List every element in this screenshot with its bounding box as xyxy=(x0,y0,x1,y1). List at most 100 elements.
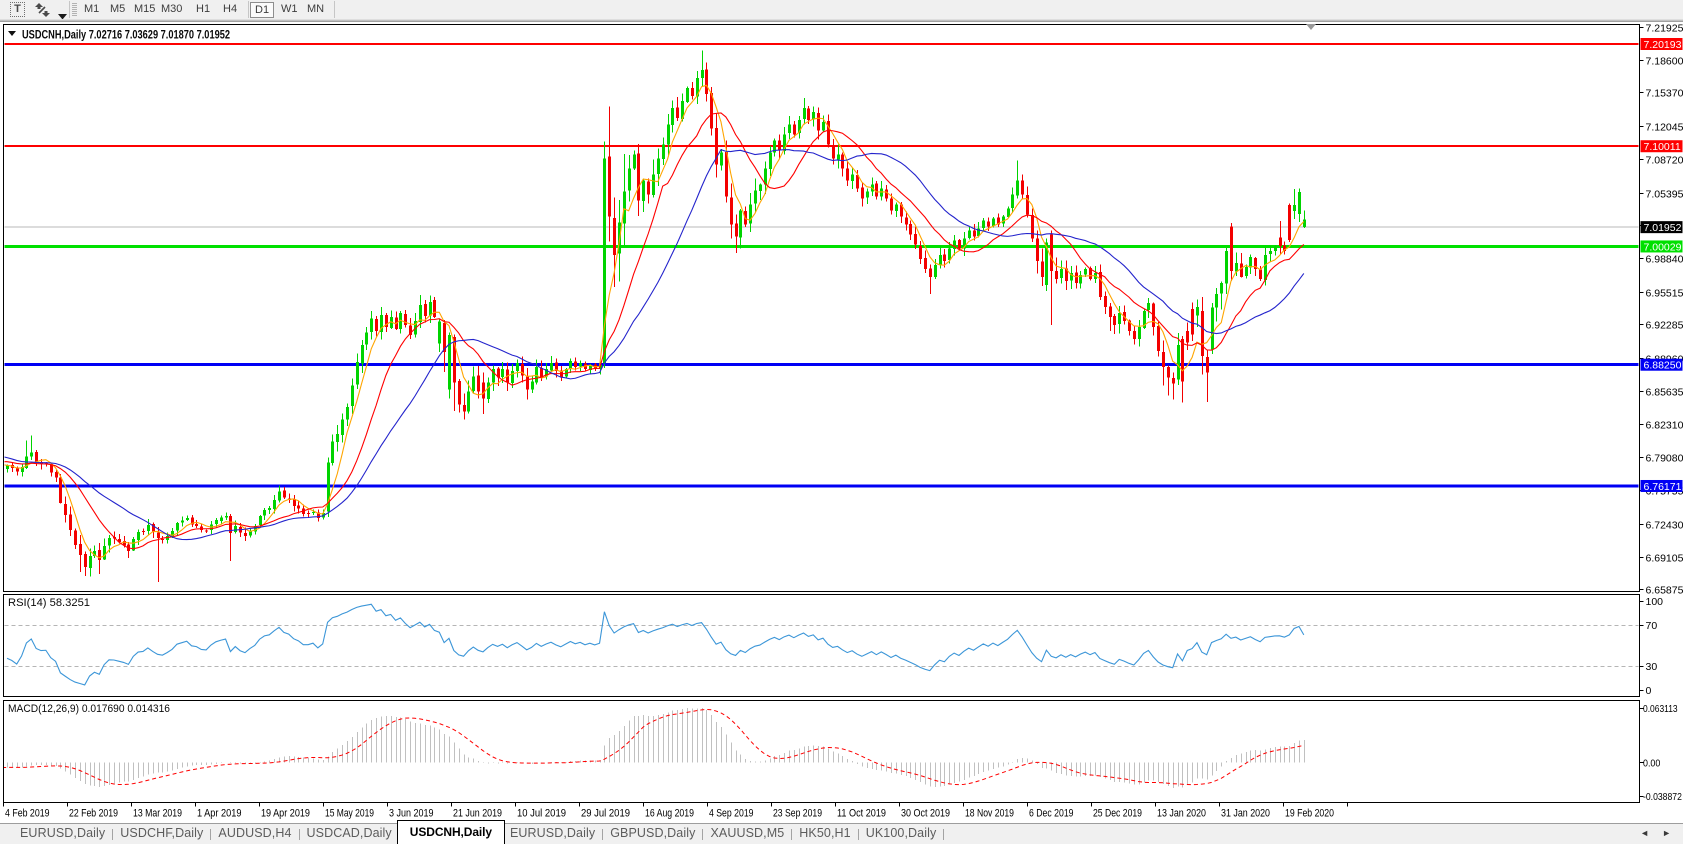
rsi-axis-label: 0 xyxy=(1646,685,1652,697)
candle-body xyxy=(307,513,310,515)
candle-body xyxy=(574,361,577,368)
tab-separator xyxy=(602,828,604,840)
candle-body xyxy=(1172,378,1175,384)
tab-scroll-left-icon[interactable]: ◄ xyxy=(1640,828,1650,838)
candle-body xyxy=(137,531,140,540)
date-label: 25 Dec 2019 xyxy=(1093,808,1142,820)
candle-body xyxy=(754,190,757,204)
candle-body xyxy=(992,218,995,226)
candle-body xyxy=(963,238,966,249)
chart-tab-eurusd-daily[interactable]: EURUSD,Daily xyxy=(509,826,596,840)
chart-tab-usdchf-daily[interactable]: USDCHF,Daily xyxy=(120,826,204,840)
candle-body xyxy=(628,168,631,191)
price-line-label: 7.01952 xyxy=(1644,222,1682,234)
candle-body xyxy=(1230,226,1233,271)
timeframe-button-m30[interactable]: M30 xyxy=(161,3,183,15)
candle-body xyxy=(1264,254,1267,280)
candle-body xyxy=(603,158,606,364)
candle-body xyxy=(1002,216,1005,224)
arrows-tool-button[interactable] xyxy=(34,2,51,23)
rsi-pane[interactable] xyxy=(3,594,1640,697)
candle-body xyxy=(453,337,456,383)
candle-body xyxy=(681,101,684,119)
macd-pane[interactable] xyxy=(3,700,1640,803)
candle-body xyxy=(234,525,237,532)
candle-body xyxy=(399,313,402,329)
candle-body xyxy=(1293,205,1296,212)
candle-body xyxy=(895,204,898,211)
chart-shift-marker-icon xyxy=(1306,24,1316,30)
candle-body xyxy=(866,191,869,198)
candle-body xyxy=(1245,266,1248,276)
chart-title-collapse-icon[interactable] xyxy=(8,31,16,36)
toolbar-separator xyxy=(69,1,70,18)
tab-scroll-right-icon[interactable]: ► xyxy=(1662,828,1671,838)
timeframe-button-m5[interactable]: M5 xyxy=(110,3,126,15)
candle-body xyxy=(205,530,208,532)
chart-tab-usdcad-daily[interactable]: USDCAD,Daily xyxy=(306,826,392,840)
candle-body xyxy=(1138,327,1141,339)
candle-body xyxy=(1211,307,1214,350)
timeframe-button-d1[interactable]: D1 xyxy=(250,1,275,18)
candle-body xyxy=(35,452,38,462)
candle-body xyxy=(905,217,908,225)
chart-tab-gbpusd-daily[interactable]: GBPUSD,Daily xyxy=(610,826,696,840)
candle-body xyxy=(1055,270,1058,279)
candle-body xyxy=(1303,219,1306,228)
candle-body xyxy=(691,88,694,97)
date-label: 18 Nov 2019 xyxy=(965,808,1014,820)
candle-body xyxy=(1279,237,1282,247)
date-label: 19 Feb 2020 xyxy=(1285,808,1334,820)
candle-body xyxy=(1225,250,1228,284)
chart-tab-hk50-h1[interactable]: HK50,H1 xyxy=(799,826,851,840)
rsi-label: RSI(14) 58.3251 xyxy=(8,597,90,609)
chart-tab-eurusd-daily[interactable]: EURUSD,Daily xyxy=(20,826,106,840)
candle-body xyxy=(103,545,106,560)
candle-body xyxy=(1041,261,1044,277)
macd-label: MACD(12,26,9) 0.017690 0.014316 xyxy=(8,703,170,715)
text-tool-button[interactable]: T xyxy=(10,2,25,17)
candle-body xyxy=(166,535,169,541)
chart-tab-xauusd-m5[interactable]: XAUUSD,M5 xyxy=(710,826,785,840)
date-label: 3 Jun 2019 xyxy=(389,808,434,820)
candle-body xyxy=(633,154,636,169)
candle-body xyxy=(356,362,359,385)
main-price-pane[interactable] xyxy=(3,24,1640,592)
candle-body xyxy=(788,124,791,134)
candle-body xyxy=(550,363,553,371)
candle-body xyxy=(778,140,781,151)
candle-body xyxy=(909,223,912,235)
price-line-label-box xyxy=(1640,140,1683,153)
timeframe-button-mn[interactable]: MN xyxy=(307,3,325,15)
candle-body xyxy=(409,325,412,336)
timeframe-button-h1[interactable]: H1 xyxy=(196,3,211,15)
candle-body xyxy=(958,239,961,249)
tab-separator xyxy=(298,828,300,840)
timeframe-button-h4[interactable]: H4 xyxy=(223,3,238,15)
candle-body xyxy=(424,303,427,317)
candle-body xyxy=(642,180,645,201)
candle-body xyxy=(710,93,713,129)
timeframe-button-m1[interactable]: M1 xyxy=(84,3,100,15)
date-label: 19 Apr 2019 xyxy=(261,808,310,820)
candle-body xyxy=(812,112,815,120)
tool-dropdown-caret-icon[interactable] xyxy=(58,7,67,25)
timeframe-button-w1[interactable]: W1 xyxy=(281,3,298,15)
chart-tab-bar: EURUSD,Daily USDCHF,Daily AUDUSD,H4 USDCAD,… xyxy=(0,820,1683,844)
chart-tab-audusd-h4[interactable]: AUDUSD,H4 xyxy=(218,826,292,840)
toolbar-grip[interactable] xyxy=(72,2,77,17)
main-pane-content xyxy=(4,43,1639,583)
candle-body xyxy=(312,511,315,514)
timeframe-button-m15[interactable]: M15 xyxy=(134,3,156,15)
candle-body xyxy=(934,264,937,278)
candle-body xyxy=(1167,367,1170,378)
candle-body xyxy=(361,345,364,364)
chart-tab-usdcnh-daily[interactable]: USDCNH,Daily xyxy=(396,820,505,844)
candle-body xyxy=(977,228,980,237)
candle-body xyxy=(832,145,835,159)
candle-body xyxy=(419,304,422,323)
candle-body xyxy=(220,517,223,522)
chart-tab-uk100-daily[interactable]: UK100,Daily xyxy=(865,826,937,840)
candle-body xyxy=(171,531,174,537)
